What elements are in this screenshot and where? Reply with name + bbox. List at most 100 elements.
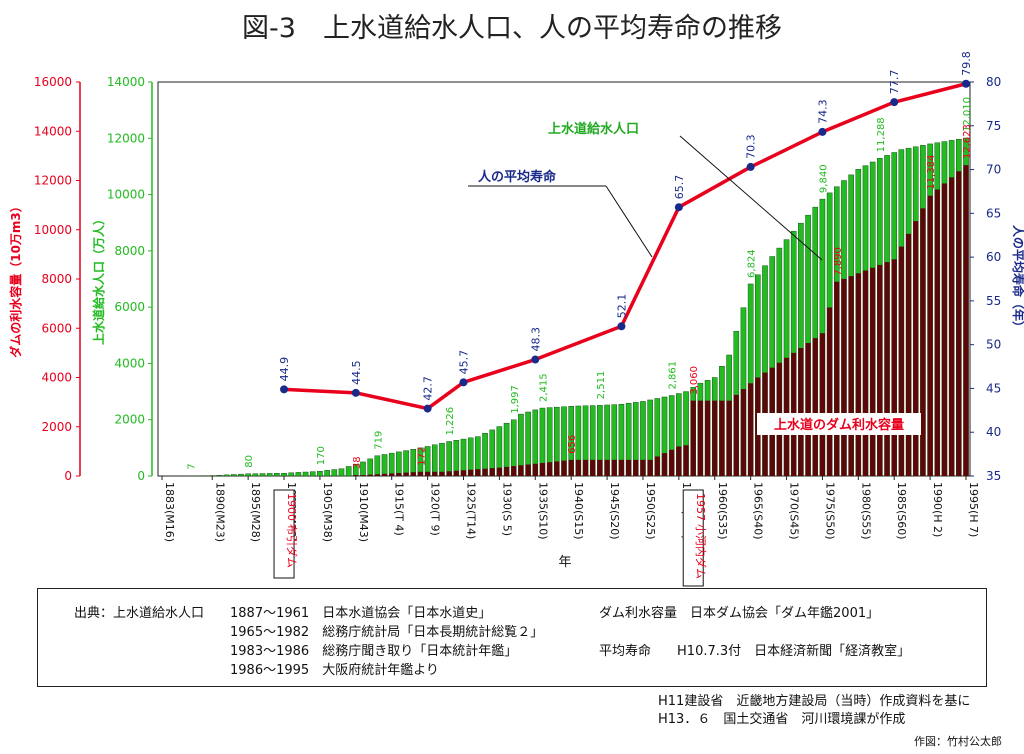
population-value-label: 1,997 xyxy=(510,385,521,414)
lifespan-point xyxy=(617,322,626,331)
dam-callout-box xyxy=(757,413,921,435)
dam-bar xyxy=(834,281,840,476)
dam-name-label: 布引ダム xyxy=(285,524,299,568)
dam-axis-tick-label: 0 xyxy=(64,469,72,483)
source-item: 平均寿命 xyxy=(599,644,652,659)
population-bar xyxy=(274,473,280,477)
dam-bar xyxy=(726,400,732,476)
dam-bar xyxy=(475,469,481,476)
x-axis-tick-label: 1935(S10) xyxy=(536,482,549,540)
population-axis-title: 上水道給水人口（万人） xyxy=(91,213,106,345)
population-axis-tick-label: 6000 xyxy=(114,300,145,314)
dam-bar xyxy=(819,333,826,476)
dam-year-label: 1900 xyxy=(285,493,298,521)
lifespan-point-label: 74.3 xyxy=(816,99,829,124)
dam-bar xyxy=(669,449,675,476)
dam-value-label: 11,384 xyxy=(926,155,937,190)
x-axis-tick-label: 1915(T 4) xyxy=(393,482,406,536)
population-bar xyxy=(324,470,330,477)
population-bar xyxy=(245,473,251,477)
dam-bar xyxy=(597,459,603,476)
dam-bar xyxy=(496,467,502,476)
dam-bar xyxy=(704,400,711,476)
dam-bar xyxy=(719,400,725,476)
population-value-label: 11,288 xyxy=(876,117,887,152)
source-text: 日本ダム協会「ダム年鑑2001」 xyxy=(690,606,880,621)
dam-bar xyxy=(963,165,969,476)
dam-bar xyxy=(575,459,581,476)
dam-bar xyxy=(561,460,567,476)
population-bar xyxy=(432,444,438,477)
dam-value-label: 3,060 xyxy=(689,366,700,395)
dam-bar xyxy=(855,273,861,476)
dam-bar xyxy=(432,471,438,476)
lifespan-axis-title: 人の平均寿命（年） xyxy=(1011,225,1024,333)
dam-bar xyxy=(439,471,445,476)
population-bar xyxy=(309,471,316,477)
dam-bar xyxy=(647,459,653,476)
dam-bar xyxy=(927,195,933,476)
x-axis-tick-label: 1995(H 7) xyxy=(967,482,980,537)
dam-value-label: 7,890 xyxy=(833,247,844,276)
dam-bar xyxy=(568,459,574,476)
source-text: 総務庁統計局「日本長期統計総覧２」 xyxy=(322,625,544,640)
population-bar xyxy=(252,473,259,477)
population-callout: 上水道給水人口 xyxy=(548,121,639,137)
footnote: H11建設省 近畿地方建設局（当時）作成資料を基に xyxy=(658,694,971,709)
lifespan-point-label: 44.9 xyxy=(278,357,291,382)
lifespan-point xyxy=(674,203,683,212)
lifespan-axis-tick-label: 65 xyxy=(986,206,1001,220)
lifespan-callout-leader xyxy=(605,185,653,258)
population-value-label: 2,861 xyxy=(668,361,679,390)
dam-bar xyxy=(913,221,919,476)
dam-bar xyxy=(690,400,696,476)
population-value-label: 9,840 xyxy=(818,164,829,193)
population-axis-tick-label: 12000 xyxy=(107,131,145,145)
lifespan-point xyxy=(746,162,755,171)
lifespan-point xyxy=(531,355,540,364)
x-axis-title: 年 xyxy=(558,555,571,570)
dam-bar xyxy=(798,347,804,476)
population-bar xyxy=(331,469,338,477)
source-heading: 出典：上水道給水人口 xyxy=(74,602,204,621)
lifespan-point xyxy=(962,79,970,88)
lifespan-point-label: 45.7 xyxy=(458,350,471,375)
population-axis-tick-label: 4000 xyxy=(114,356,145,370)
dam-bar xyxy=(661,453,668,476)
dam-bar xyxy=(676,446,682,476)
lifespan-axis-tick-label: 50 xyxy=(986,338,1001,352)
dam-bar xyxy=(618,459,625,476)
dam-bar xyxy=(360,475,366,476)
dam-bar xyxy=(604,459,610,476)
population-bar xyxy=(231,474,237,477)
dam-bar xyxy=(503,466,510,476)
lifespan-point-label: 44.5 xyxy=(350,360,363,385)
dam-bar xyxy=(712,400,718,476)
population-bar xyxy=(446,441,452,477)
lifespan-point-label: 77.7 xyxy=(888,70,901,95)
dam-bar xyxy=(403,472,409,476)
credit: 作図：竹村公太郎 xyxy=(914,735,1002,748)
dam-bar xyxy=(389,473,395,476)
lifespan-point xyxy=(280,385,289,394)
source-row: 平均寿命 H10.7.3付 日本経済新聞「経済教室」 xyxy=(599,640,910,659)
source-period: 1887～1961 xyxy=(230,606,310,621)
population-value-label: 7 xyxy=(187,463,198,469)
dam-bar xyxy=(841,278,847,476)
source-item: ダム利水容量 xyxy=(599,606,678,621)
dam-axis-tick-label: 10000 xyxy=(34,223,72,237)
dam-value-label: 12,623 xyxy=(962,124,973,159)
population-bar xyxy=(338,468,345,477)
lifespan-axis-tick-label: 60 xyxy=(986,250,1001,264)
dam-value-label: 172 xyxy=(416,447,427,466)
dam-bar xyxy=(884,262,890,476)
population-value-label: 12,010 xyxy=(962,97,973,132)
x-axis-tick-label: 1960(S35) xyxy=(716,482,729,540)
dam-bar xyxy=(489,468,495,476)
lifespan-line-layer xyxy=(280,79,970,413)
x-axis-tick-label: 1950(S25) xyxy=(644,482,657,540)
population-bar xyxy=(317,471,323,477)
dam-name-box xyxy=(682,489,704,587)
dam-axis-tick-label: 4000 xyxy=(41,371,72,385)
dam-bar xyxy=(460,470,467,476)
